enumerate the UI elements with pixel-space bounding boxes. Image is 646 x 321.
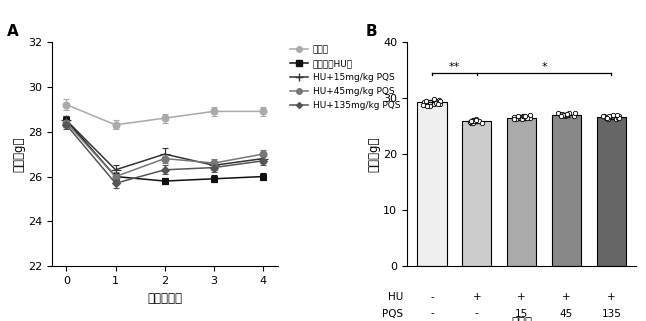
Point: [599, 114, 609, 119]
Bar: [417, 102, 446, 266]
Point: [435, 101, 445, 106]
Text: 135: 135: [601, 308, 621, 318]
Point: [603, 116, 613, 121]
Bar: [463, 121, 492, 266]
Point: [525, 115, 535, 120]
Point: [518, 114, 528, 119]
Bar: [552, 115, 581, 266]
Text: -: -: [430, 292, 434, 302]
Point: [466, 121, 476, 126]
Point: [553, 110, 563, 115]
Point: [421, 98, 432, 103]
Point: [517, 117, 527, 122]
Point: [570, 110, 580, 116]
Text: -: -: [475, 308, 479, 318]
Point: [612, 113, 622, 118]
Point: [419, 99, 429, 104]
Point: [470, 117, 481, 122]
Point: [561, 112, 572, 117]
Point: [431, 98, 441, 103]
Point: [560, 114, 570, 119]
Point: [465, 119, 475, 125]
Point: [561, 112, 572, 117]
Point: [421, 102, 431, 107]
Point: [554, 111, 565, 116]
Point: [433, 101, 443, 106]
Y-axis label: 体重（g）: 体重（g）: [12, 136, 25, 172]
Text: +: +: [562, 292, 571, 302]
Text: +: +: [517, 292, 526, 302]
Point: [428, 101, 439, 107]
Point: [562, 111, 572, 116]
Point: [608, 113, 618, 118]
Text: 第四周: 第四周: [511, 316, 532, 321]
Point: [435, 99, 446, 104]
Point: [468, 120, 478, 125]
Point: [430, 100, 441, 106]
Point: [513, 114, 523, 119]
Text: HU: HU: [388, 292, 403, 302]
Point: [428, 96, 439, 101]
Point: [564, 110, 574, 116]
Point: [522, 116, 532, 121]
Text: **: **: [449, 62, 460, 72]
Point: [614, 113, 625, 118]
Point: [611, 116, 621, 121]
Y-axis label: 体重（g）: 体重（g）: [368, 136, 380, 172]
Point: [598, 113, 609, 118]
Text: PQS: PQS: [382, 308, 403, 318]
Point: [568, 113, 579, 118]
Point: [474, 118, 484, 124]
Point: [471, 118, 481, 123]
Point: [525, 113, 535, 118]
Point: [613, 115, 623, 120]
Point: [477, 121, 487, 126]
Text: +: +: [607, 292, 616, 302]
Point: [509, 117, 519, 122]
Point: [424, 104, 435, 109]
Point: [601, 115, 611, 120]
Point: [508, 116, 519, 121]
Legend: 对照组, 尾吸组（HU）, HU+15mg/kg PQS, HU+45mg/kg PQS, HU+135mg/kg PQS: 对照组, 尾吸组（HU）, HU+15mg/kg PQS, HU+45mg/kg…: [287, 42, 404, 114]
Point: [433, 98, 444, 103]
Point: [418, 103, 428, 108]
Point: [604, 114, 614, 119]
Point: [468, 118, 479, 123]
Point: [520, 113, 530, 118]
Point: [556, 113, 566, 118]
Text: A: A: [6, 24, 18, 39]
Point: [468, 117, 478, 122]
Text: B: B: [366, 24, 377, 39]
Bar: [597, 117, 626, 266]
Text: +: +: [472, 292, 481, 302]
Bar: [507, 117, 536, 266]
X-axis label: 时间（周）: 时间（周）: [147, 292, 182, 305]
Point: [614, 116, 624, 121]
Point: [518, 113, 528, 118]
Text: -: -: [430, 308, 434, 318]
Text: *: *: [541, 62, 547, 72]
Point: [472, 119, 483, 124]
Point: [558, 113, 568, 118]
Point: [508, 115, 519, 120]
Point: [510, 116, 521, 121]
Text: 45: 45: [560, 308, 573, 318]
Point: [421, 100, 431, 105]
Point: [469, 119, 479, 124]
Text: 15: 15: [515, 308, 528, 318]
Point: [422, 103, 432, 108]
Point: [557, 112, 567, 117]
Point: [466, 118, 477, 124]
Point: [602, 116, 612, 121]
